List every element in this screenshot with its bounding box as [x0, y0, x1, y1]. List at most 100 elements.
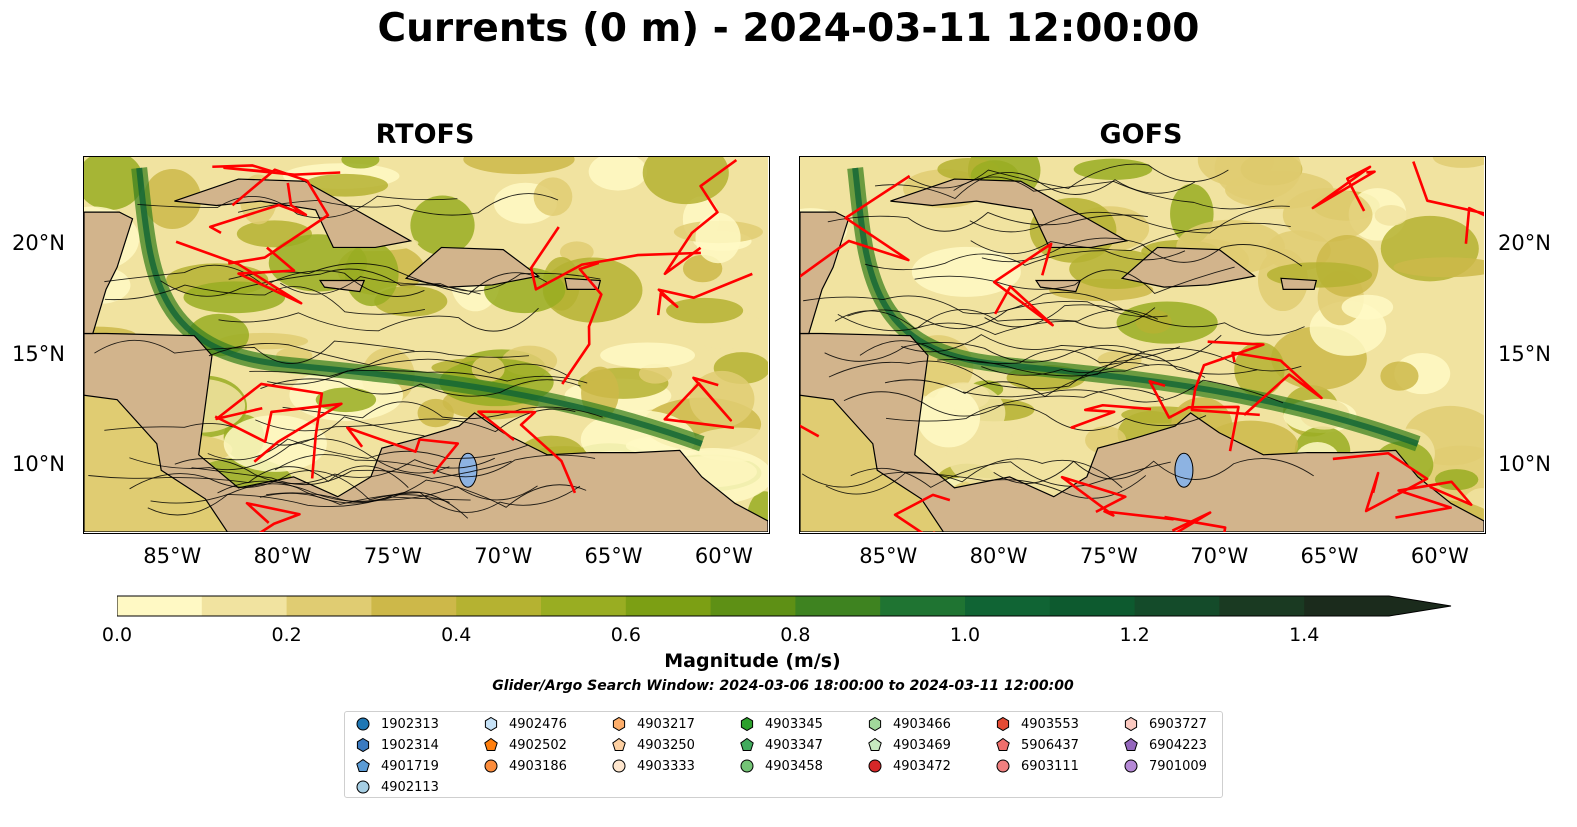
- legend-label: 4903469: [893, 737, 951, 753]
- legend-item: 4902113: [355, 779, 439, 795]
- circle-marker-icon: [868, 759, 882, 773]
- legend-item: 6903111: [995, 758, 1079, 774]
- circle-marker-icon: [740, 759, 754, 773]
- lon-tick-label: 75°W: [363, 544, 422, 568]
- map-canvas: [800, 157, 1485, 533]
- colorbar-segment: [201, 596, 288, 616]
- colorbar-segment: [710, 596, 796, 616]
- circle-marker-icon: [1124, 759, 1138, 773]
- colorbar-tick-label: 0.4: [441, 624, 472, 646]
- pentagon-marker-icon: [868, 737, 882, 751]
- lon-tick-label: 85°W: [143, 544, 202, 568]
- lon-tick-label: 70°W: [474, 544, 533, 568]
- lon-tick-label: 75°W: [1079, 544, 1138, 568]
- colorbar-segment: [286, 596, 372, 616]
- legend-label: 4901719: [381, 758, 439, 774]
- colorbar-segment: [371, 596, 457, 616]
- colorbar-segment: [456, 596, 542, 616]
- legend-item: 4903553: [995, 716, 1079, 732]
- lon-tick-label: 60°W: [694, 544, 753, 568]
- hexagon-marker-icon: [612, 716, 626, 732]
- legend-label: 1902313: [381, 716, 439, 732]
- colorbar-segment: [1134, 596, 1220, 616]
- legend-item: 4903186: [483, 758, 567, 774]
- legend-item: 4903250: [611, 737, 695, 753]
- panel-title-rtofs: RTOFS: [375, 119, 475, 150]
- colorbar-tick-label: 0.0: [101, 624, 133, 646]
- colorbar-tick-label: 1.4: [1289, 624, 1320, 646]
- lat-tick-label-right: 15°N: [1498, 341, 1551, 366]
- legend-item: 4903466: [867, 716, 951, 732]
- colorbar-segment: [625, 596, 712, 616]
- colorbar-extend-arrow: [1389, 596, 1451, 616]
- pentagon-marker-icon: [1124, 737, 1138, 751]
- legend-item: 4902502: [483, 737, 567, 753]
- colorbar-segment: [1049, 596, 1136, 616]
- legend-label: 4902113: [381, 779, 439, 795]
- legend-label: 4903250: [637, 737, 695, 753]
- lon-tick-label: 80°W: [969, 544, 1028, 568]
- map-gofs[interactable]: [799, 156, 1486, 534]
- legend-label: 7901009: [1149, 758, 1207, 774]
- legend-item: 4903333: [611, 758, 695, 774]
- legend-label: 5906437: [1021, 737, 1079, 753]
- search-window-text: Glider/Argo Search Window: 2024-03-06 18…: [492, 678, 1074, 694]
- lon-tick-label: 65°W: [1300, 544, 1359, 568]
- legend-item: 6903727: [1123, 716, 1207, 732]
- map-rtofs[interactable]: [83, 156, 770, 534]
- colorbar-tick-label: 1.0: [949, 624, 981, 646]
- legend-label: 4902502: [509, 737, 567, 753]
- legend-label: 4903217: [637, 716, 695, 732]
- hexagon-marker-icon: [996, 716, 1010, 732]
- colorbar-tick-label: 1.2: [1119, 624, 1150, 646]
- legend-label: 4903186: [509, 758, 567, 774]
- legend-label: 4903333: [637, 758, 695, 774]
- circle-marker-icon: [996, 759, 1010, 773]
- lat-tick-label-right: 10°N: [1498, 451, 1551, 476]
- lon-tick-label: 65°W: [584, 544, 643, 568]
- legend-label: 4903347: [765, 737, 823, 753]
- legend-item: 4901719: [355, 758, 439, 774]
- legend-label: 4903472: [893, 758, 951, 774]
- colorbar-segment: [965, 596, 1051, 616]
- colorbar-segment: [541, 596, 627, 616]
- colorbar-tick-label: 0.8: [780, 624, 811, 646]
- lat-tick-label-left: 15°N: [12, 341, 65, 366]
- lon-tick-label: 85°W: [859, 544, 918, 568]
- legend-item: 4902476: [483, 716, 567, 732]
- legend-label: 6903727: [1149, 716, 1207, 732]
- pentagon-marker-icon: [484, 737, 498, 751]
- circle-marker-icon: [356, 780, 370, 794]
- legend-label: 6903111: [1021, 758, 1079, 774]
- colorbar-label: Magnitude (m/s): [664, 650, 841, 672]
- lon-tick-label: 80°W: [253, 544, 312, 568]
- circle-marker-icon: [356, 717, 370, 731]
- lat-tick-label-right: 20°N: [1498, 231, 1551, 256]
- pentagon-marker-icon: [612, 737, 626, 751]
- circle-marker-icon: [612, 759, 626, 773]
- colorbar-segment: [1304, 596, 1390, 616]
- legend-item: 4903472: [867, 758, 951, 774]
- legend-label: 4903466: [893, 716, 951, 732]
- hexagon-marker-icon: [868, 716, 882, 732]
- pentagon-marker-icon: [356, 758, 370, 772]
- hexagon-marker-icon: [484, 716, 498, 732]
- legend-item: 7901009: [1123, 758, 1207, 774]
- lat-tick-label-left: 20°N: [12, 231, 65, 256]
- lat-tick-label-left: 10°N: [12, 451, 65, 476]
- colorbar-segment: [117, 596, 203, 616]
- legend-label: 1902314: [381, 737, 439, 753]
- circle-marker-icon: [484, 759, 498, 773]
- colorbar-segment: [1219, 596, 1305, 616]
- pentagon-marker-icon: [996, 737, 1010, 751]
- float-legend: 1902313 1902314 4901719 4902113 4902476 49025…: [344, 711, 1223, 798]
- legend-item: 4903347: [739, 737, 823, 753]
- panel-title-gofs: GOFS: [1099, 119, 1183, 150]
- colorbar-tick-label: 0.6: [610, 624, 641, 646]
- colorbar-segment: [795, 596, 881, 616]
- legend-label: 4903458: [765, 758, 823, 774]
- hexagon-marker-icon: [740, 716, 754, 732]
- legend-item: 4903345: [739, 716, 823, 732]
- hexagon-marker-icon: [356, 737, 370, 753]
- legend-item: 4903217: [611, 716, 695, 732]
